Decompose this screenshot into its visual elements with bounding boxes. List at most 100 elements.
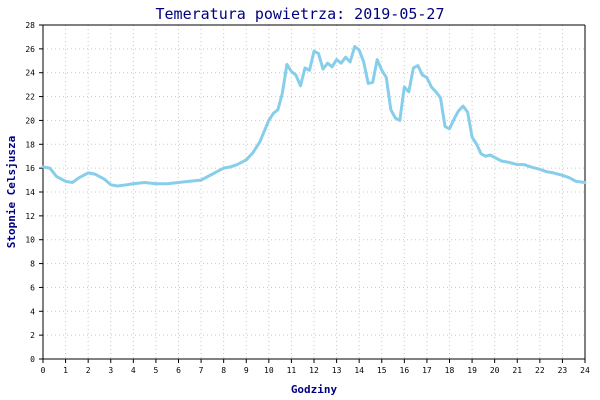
data-point-18	[200, 179, 202, 181]
data-point-61	[421, 74, 423, 76]
data-point-52	[381, 69, 383, 71]
y-tick-label-26: 26	[25, 45, 35, 54]
data-point-45	[349, 61, 351, 63]
x-tick-label-2: 2	[86, 366, 91, 375]
data-point-33	[295, 74, 297, 76]
x-tick-label-13: 13	[332, 366, 342, 375]
y-tick-label-0: 0	[30, 355, 35, 364]
y-tick-label-4: 4	[30, 307, 35, 316]
data-point-14	[155, 183, 157, 185]
data-point-0	[42, 166, 44, 168]
data-point-79	[507, 161, 509, 163]
y-tick-label-18: 18	[25, 140, 35, 149]
data-point-3	[65, 180, 67, 182]
data-point-15	[166, 183, 168, 185]
y-tick-label-2: 2	[30, 331, 35, 340]
data-point-27	[268, 119, 270, 121]
x-tick-label-11: 11	[287, 366, 297, 375]
data-point-65	[440, 97, 441, 99]
x-tick-label-4: 4	[131, 366, 136, 375]
data-point-36	[309, 69, 310, 71]
data-point-56	[399, 119, 401, 121]
data-point-58	[408, 91, 410, 93]
data-point-67	[449, 128, 450, 130]
data-point-43	[340, 62, 342, 64]
data-point-76	[489, 154, 491, 156]
data-point-81	[523, 164, 525, 166]
data-point-75	[485, 155, 487, 157]
data-point-31	[286, 63, 288, 65]
data-point-9	[110, 184, 112, 186]
data-point-19	[207, 176, 209, 177]
data-point-69	[458, 110, 459, 112]
y-tick-label-24: 24	[25, 69, 35, 78]
data-point-54	[390, 109, 392, 111]
y-tick-label-16: 16	[25, 164, 35, 173]
data-point-70	[462, 105, 464, 107]
data-point-50	[372, 81, 374, 83]
x-tick-label-12: 12	[309, 366, 319, 375]
data-point-64	[435, 91, 437, 93]
data-point-49	[367, 82, 369, 84]
temperature-series-line	[41, 45, 587, 188]
data-point-42	[336, 59, 338, 61]
data-point-30	[281, 92, 283, 94]
data-point-57	[403, 86, 405, 88]
data-point-77	[494, 156, 496, 158]
data-point-39	[322, 68, 324, 70]
data-point-22	[229, 166, 231, 168]
data-point-20	[214, 172, 216, 174]
data-point-46	[354, 46, 356, 47]
series-layer	[41, 45, 587, 188]
data-point-60	[417, 65, 419, 67]
data-point-12	[132, 183, 134, 185]
x-axis-label: Godziny	[291, 383, 338, 396]
data-point-8	[103, 178, 105, 180]
x-tick-label-1: 1	[63, 366, 68, 375]
data-point-71	[467, 111, 469, 113]
data-point-17	[189, 180, 191, 182]
data-point-51	[376, 59, 378, 61]
data-point-7	[94, 173, 96, 175]
data-point-66	[444, 125, 446, 127]
data-point-37	[313, 50, 315, 52]
x-tick-label-24: 24	[580, 366, 590, 375]
data-point-34	[300, 85, 301, 87]
data-point-24	[245, 159, 247, 161]
data-point-68	[453, 118, 455, 120]
x-tick-label-9: 9	[244, 366, 249, 375]
data-point-83	[539, 168, 541, 170]
data-point-40	[327, 62, 329, 64]
y-tick-label-22: 22	[25, 93, 35, 102]
x-tick-label-14: 14	[354, 366, 364, 375]
tick-layer: 0 1 2 3 4 5 6 7 8 9 10 11 12 13 14 15 16 17 18 19 20 21 22 23 24…	[25, 21, 590, 375]
y-tick-label-8: 8	[30, 260, 35, 269]
x-tick-label-22: 22	[535, 366, 545, 375]
x-tick-label-6: 6	[176, 366, 181, 375]
x-tick-label-3: 3	[108, 366, 113, 375]
data-point-87	[568, 177, 570, 179]
data-point-59	[412, 67, 414, 69]
y-tick-label-6: 6	[30, 283, 35, 292]
data-point-29	[277, 109, 279, 111]
data-point-55	[394, 117, 396, 119]
x-tick-label-8: 8	[221, 366, 226, 375]
data-point-5	[78, 177, 80, 179]
data-point-32	[290, 71, 292, 72]
x-tick-label-10: 10	[264, 366, 274, 375]
data-point-6	[87, 172, 89, 174]
data-point-13	[144, 182, 146, 183]
data-point-35	[304, 67, 306, 69]
data-point-73	[476, 143, 478, 145]
data-point-28	[272, 112, 274, 114]
x-tick-label-21: 21	[512, 366, 522, 375]
chart-title: Temeratura powietrza: 2019-05-27	[156, 5, 445, 23]
y-tick-label-28: 28	[25, 21, 35, 30]
data-point-25	[252, 152, 254, 154]
y-tick-label-10: 10	[25, 236, 35, 245]
data-point-47	[358, 49, 360, 51]
y-tick-label-14: 14	[25, 188, 35, 197]
data-point-84	[546, 171, 548, 173]
